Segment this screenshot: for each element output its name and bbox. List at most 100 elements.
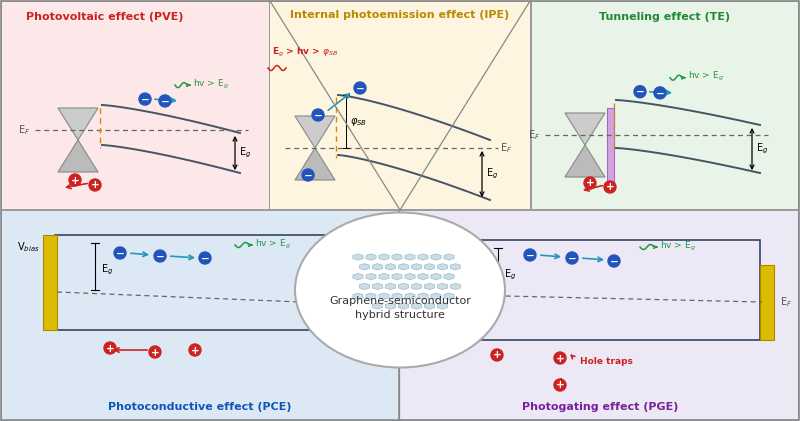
Polygon shape bbox=[431, 293, 441, 299]
Polygon shape bbox=[431, 254, 441, 260]
Circle shape bbox=[104, 342, 116, 354]
Polygon shape bbox=[425, 264, 434, 270]
Text: E$_g$: E$_g$ bbox=[101, 263, 114, 277]
Text: Tunneling effect (TE): Tunneling effect (TE) bbox=[599, 12, 730, 22]
Text: −: − bbox=[156, 251, 164, 261]
Polygon shape bbox=[398, 283, 409, 290]
Text: −: − bbox=[141, 95, 150, 104]
FancyBboxPatch shape bbox=[399, 210, 798, 420]
Polygon shape bbox=[379, 254, 389, 260]
Polygon shape bbox=[379, 274, 389, 280]
Text: +: + bbox=[586, 179, 594, 189]
Polygon shape bbox=[386, 303, 395, 309]
Text: hv > E$_g$: hv > E$_g$ bbox=[660, 240, 696, 253]
Text: −: − bbox=[116, 248, 124, 258]
Text: −: − bbox=[304, 171, 312, 181]
Polygon shape bbox=[353, 293, 363, 299]
Polygon shape bbox=[405, 254, 415, 260]
Polygon shape bbox=[379, 293, 389, 299]
Text: V$_{bias}$: V$_{bias}$ bbox=[17, 240, 39, 254]
Circle shape bbox=[69, 174, 81, 186]
Polygon shape bbox=[58, 108, 98, 140]
Polygon shape bbox=[411, 303, 422, 309]
Text: Hole traps: Hole traps bbox=[580, 357, 633, 367]
Text: +: + bbox=[556, 354, 564, 363]
Text: −: − bbox=[161, 96, 170, 107]
Polygon shape bbox=[444, 254, 454, 260]
Circle shape bbox=[199, 252, 211, 264]
Polygon shape bbox=[438, 264, 447, 270]
FancyBboxPatch shape bbox=[531, 1, 798, 209]
FancyBboxPatch shape bbox=[1, 1, 269, 209]
Polygon shape bbox=[418, 274, 428, 280]
Polygon shape bbox=[565, 145, 605, 177]
Circle shape bbox=[554, 379, 566, 391]
Polygon shape bbox=[366, 254, 376, 260]
Text: −: − bbox=[526, 250, 534, 261]
Polygon shape bbox=[359, 283, 370, 290]
Polygon shape bbox=[405, 293, 415, 299]
Circle shape bbox=[634, 86, 646, 98]
Text: hv > E$_g$: hv > E$_g$ bbox=[688, 70, 724, 83]
Circle shape bbox=[566, 252, 578, 264]
Polygon shape bbox=[58, 140, 98, 172]
Polygon shape bbox=[418, 254, 428, 260]
Polygon shape bbox=[295, 116, 335, 148]
Polygon shape bbox=[366, 274, 376, 280]
Circle shape bbox=[524, 249, 536, 261]
FancyBboxPatch shape bbox=[1, 210, 398, 420]
Circle shape bbox=[189, 344, 201, 356]
Polygon shape bbox=[392, 254, 402, 260]
Text: E$_F$: E$_F$ bbox=[340, 296, 352, 310]
Text: −: − bbox=[636, 87, 644, 97]
Text: Photoconductive effect (PCE): Photoconductive effect (PCE) bbox=[108, 402, 292, 412]
Text: E$_F$: E$_F$ bbox=[780, 295, 792, 309]
Polygon shape bbox=[444, 293, 454, 299]
Text: +: + bbox=[90, 181, 99, 190]
Text: Photovoltaic effect (PVE): Photovoltaic effect (PVE) bbox=[26, 12, 184, 22]
Text: Graphene-semiconductor
hybrid structure: Graphene-semiconductor hybrid structure bbox=[329, 296, 471, 320]
Circle shape bbox=[354, 82, 366, 94]
Text: V$_{bias}$: V$_{bias}$ bbox=[426, 245, 450, 259]
Text: +: + bbox=[556, 381, 564, 391]
Polygon shape bbox=[392, 274, 402, 280]
Text: hv > E$_g$: hv > E$_g$ bbox=[193, 77, 229, 91]
Text: $\varphi_{SB}$: $\varphi_{SB}$ bbox=[350, 115, 367, 128]
FancyBboxPatch shape bbox=[448, 240, 462, 340]
Polygon shape bbox=[411, 264, 422, 270]
Text: E$_g$: E$_g$ bbox=[486, 167, 498, 181]
Polygon shape bbox=[438, 283, 447, 290]
Polygon shape bbox=[386, 264, 395, 270]
Polygon shape bbox=[450, 283, 461, 290]
Circle shape bbox=[604, 181, 616, 193]
Circle shape bbox=[584, 177, 596, 189]
Text: −: − bbox=[568, 253, 576, 264]
FancyBboxPatch shape bbox=[607, 108, 614, 183]
Polygon shape bbox=[405, 274, 415, 280]
Text: E$_F$: E$_F$ bbox=[528, 128, 540, 142]
Polygon shape bbox=[431, 274, 441, 280]
Circle shape bbox=[139, 93, 151, 105]
Text: +: + bbox=[70, 176, 79, 186]
Text: hv > E$_g$: hv > E$_g$ bbox=[255, 237, 291, 250]
Text: −: − bbox=[610, 256, 618, 266]
Polygon shape bbox=[373, 264, 382, 270]
Polygon shape bbox=[565, 113, 605, 145]
Text: −: − bbox=[314, 110, 322, 120]
Polygon shape bbox=[398, 303, 409, 309]
Polygon shape bbox=[398, 264, 409, 270]
Text: +: + bbox=[493, 351, 502, 360]
Polygon shape bbox=[438, 303, 447, 309]
Text: E$_g$ > hv > $\varphi_{SB}$: E$_g$ > hv > $\varphi_{SB}$ bbox=[272, 45, 338, 59]
Ellipse shape bbox=[295, 213, 505, 368]
Polygon shape bbox=[450, 264, 461, 270]
Polygon shape bbox=[373, 303, 382, 309]
Circle shape bbox=[312, 109, 324, 121]
Text: E$_g$: E$_g$ bbox=[239, 146, 251, 160]
Polygon shape bbox=[359, 264, 370, 270]
FancyBboxPatch shape bbox=[43, 235, 57, 330]
FancyBboxPatch shape bbox=[269, 1, 530, 209]
Text: +: + bbox=[150, 347, 159, 357]
Polygon shape bbox=[411, 283, 422, 290]
Text: E$_g$: E$_g$ bbox=[756, 142, 768, 156]
